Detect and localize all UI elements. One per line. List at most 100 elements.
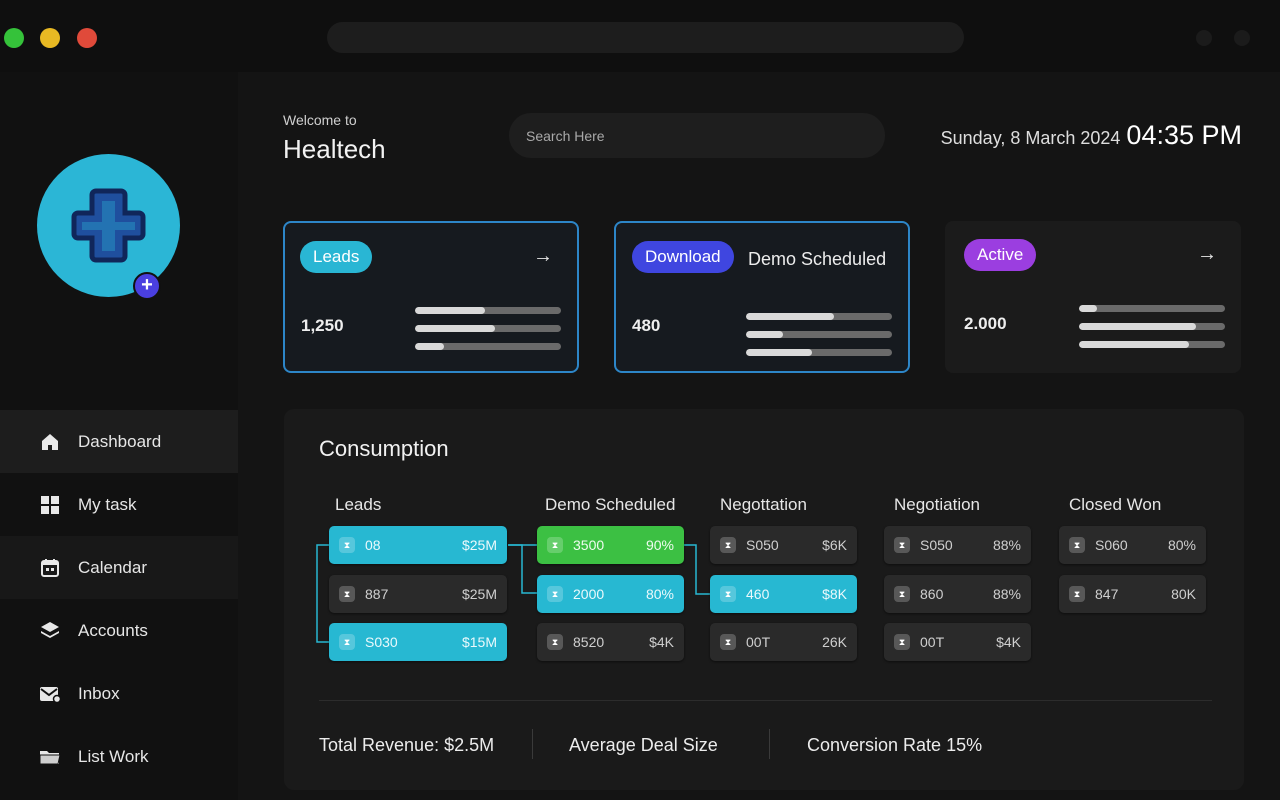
active-card[interactable]: Active → 2.000: [945, 221, 1241, 373]
card-value: 1,250: [301, 316, 344, 335]
pipeline-chip[interactable]: ⧗ 887 $25M: [329, 575, 507, 613]
hourglass-icon: ⧗: [1069, 537, 1085, 553]
arrow-right-icon[interactable]: →: [533, 245, 553, 267]
progress-bar: [746, 313, 892, 320]
chip-value: $25M: [461, 537, 497, 553]
window-control-dot[interactable]: [1234, 30, 1250, 46]
consumption-panel: Consumption Leads Demo Scheduled Negotta…: [284, 409, 1244, 790]
progress-bar: [1079, 341, 1225, 348]
progress-bar-fill: [746, 313, 834, 320]
chip-id: 00T: [746, 634, 771, 650]
pipeline-chip[interactable]: ⧗ 860 88%: [884, 575, 1031, 613]
date-text: Sunday, 8 March 2024: [940, 128, 1121, 148]
pipeline-chip[interactable]: ⧗ 08 $25M: [329, 526, 507, 564]
average-deal-size: Average Deal Size: [569, 735, 718, 755]
arrow-right-icon[interactable]: →: [1197, 243, 1217, 265]
pipeline-chip[interactable]: ⧗ S050 88%: [884, 526, 1031, 564]
card-bars: [1079, 305, 1225, 359]
pipeline-chip[interactable]: ⧗ 3500 90%: [537, 526, 684, 564]
sidebar-item-accounts[interactable]: Accounts: [0, 599, 238, 662]
hourglass-icon: ⧗: [1069, 586, 1085, 602]
pipeline-chip[interactable]: ⧗ S060 80%: [1059, 526, 1206, 564]
active-pill[interactable]: Active: [964, 239, 1037, 271]
pipeline-chip[interactable]: ⧗ 00T 26K: [710, 623, 857, 661]
progress-bar-fill: [1079, 305, 1097, 312]
column-header: Leads: [335, 495, 382, 514]
progress-bar: [1079, 305, 1225, 312]
separator: [532, 729, 533, 759]
sidebar: + Dashboard My task Calendar Accounts: [0, 72, 238, 800]
sidebar-item-label: Inbox: [78, 683, 120, 703]
pipeline-chip[interactable]: ⧗ S030 $15M: [329, 623, 507, 661]
total-revenue: Total Revenue: $2.5M: [319, 735, 495, 755]
welcome-text: Welcome to: [283, 112, 357, 128]
chip-id: 860: [920, 586, 944, 602]
chip-id: 3500: [573, 537, 605, 553]
pipeline-chip[interactable]: ⧗ 2000 80%: [537, 575, 684, 613]
sidebar-item-label: Dashboard: [78, 431, 162, 451]
progress-bar-fill: [746, 349, 812, 356]
window-control-dot[interactable]: [1196, 30, 1212, 46]
chip-id: S050: [920, 537, 953, 553]
mail-icon: [38, 682, 62, 706]
sidebar-nav: Dashboard My task Calendar Accounts Inbo…: [0, 410, 238, 788]
window-minimize-button[interactable]: [40, 28, 60, 48]
download-pill[interactable]: Download: [632, 241, 734, 273]
pipeline-chip[interactable]: ⧗ 847 80K: [1059, 575, 1206, 613]
window-close-button[interactable]: [77, 28, 97, 48]
chip-value: 80%: [645, 586, 674, 602]
progress-bar: [1079, 323, 1225, 330]
progress-bar: [746, 349, 892, 356]
chip-id: 08: [365, 537, 381, 553]
progress-bar: [415, 307, 561, 314]
sidebar-item-calendar[interactable]: Calendar: [0, 536, 238, 599]
pipeline-chip[interactable]: ⧗ S050 $6K: [710, 526, 857, 564]
chip-id: S030: [365, 634, 398, 650]
leads-card[interactable]: Leads → 1,250: [283, 221, 579, 373]
address-bar[interactable]: [327, 22, 964, 53]
pipeline-chip[interactable]: ⧗ 460 $8K: [710, 575, 857, 613]
add-profile-button[interactable]: +: [133, 272, 161, 300]
search-input[interactable]: [526, 127, 866, 144]
progress-bar-fill: [746, 331, 783, 338]
pipeline-chip[interactable]: ⧗ 00T $4K: [884, 623, 1031, 661]
hourglass-icon: ⧗: [894, 634, 910, 650]
chip-value: $4K: [649, 634, 674, 650]
sidebar-item-my-task[interactable]: My task: [0, 473, 238, 536]
progress-bar-fill: [415, 307, 486, 314]
divider: [319, 700, 1212, 701]
chip-value: 80%: [1167, 537, 1196, 553]
sidebar-item-list-work[interactable]: List Work: [0, 725, 238, 788]
sidebar-item-label: Calendar: [78, 557, 147, 577]
search-box[interactable]: [509, 113, 885, 158]
demo-scheduled-card[interactable]: Download Demo Scheduled 480: [614, 221, 910, 373]
window-titlebar: [0, 0, 1280, 72]
layers-icon: [38, 619, 62, 643]
hourglass-icon: ⧗: [720, 634, 736, 650]
hourglass-icon: ⧗: [339, 634, 355, 650]
app-logo[interactable]: +: [37, 154, 180, 300]
window-maximize-button[interactable]: [4, 28, 24, 48]
column-header: Demo Scheduled: [545, 495, 676, 514]
folder-icon: [38, 745, 62, 769]
sidebar-item-dashboard[interactable]: Dashboard: [0, 410, 238, 473]
chip-value: 26K: [822, 634, 847, 650]
column-header: Closed Won: [1069, 495, 1162, 514]
sidebar-item-inbox[interactable]: Inbox: [0, 662, 238, 725]
chip-id: 8520: [573, 634, 605, 650]
pipeline-chip[interactable]: ⧗ 8520 $4K: [537, 623, 684, 661]
hourglass-icon: ⧗: [894, 586, 910, 602]
chip-value: 88%: [992, 537, 1021, 553]
chip-id: 2000: [573, 586, 605, 602]
chip-id: 00T: [920, 634, 945, 650]
hourglass-icon: ⧗: [339, 586, 355, 602]
chip-value: 90%: [645, 537, 674, 553]
main-content: Welcome to Healtech Sunday, 8 March 2024…: [238, 72, 1280, 800]
sidebar-item-label: Accounts: [78, 620, 148, 640]
hourglass-icon: ⧗: [339, 537, 355, 553]
leads-pill[interactable]: Leads: [300, 241, 373, 273]
column-header: Negotiation: [894, 495, 981, 514]
hourglass-icon: ⧗: [720, 537, 736, 553]
progress-bar: [746, 331, 892, 338]
chip-value: $6K: [822, 537, 847, 553]
